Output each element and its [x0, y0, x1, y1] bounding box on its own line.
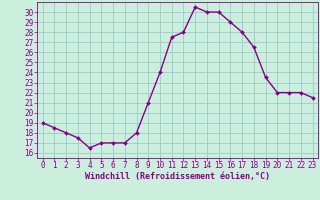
- X-axis label: Windchill (Refroidissement éolien,°C): Windchill (Refroidissement éolien,°C): [85, 172, 270, 181]
